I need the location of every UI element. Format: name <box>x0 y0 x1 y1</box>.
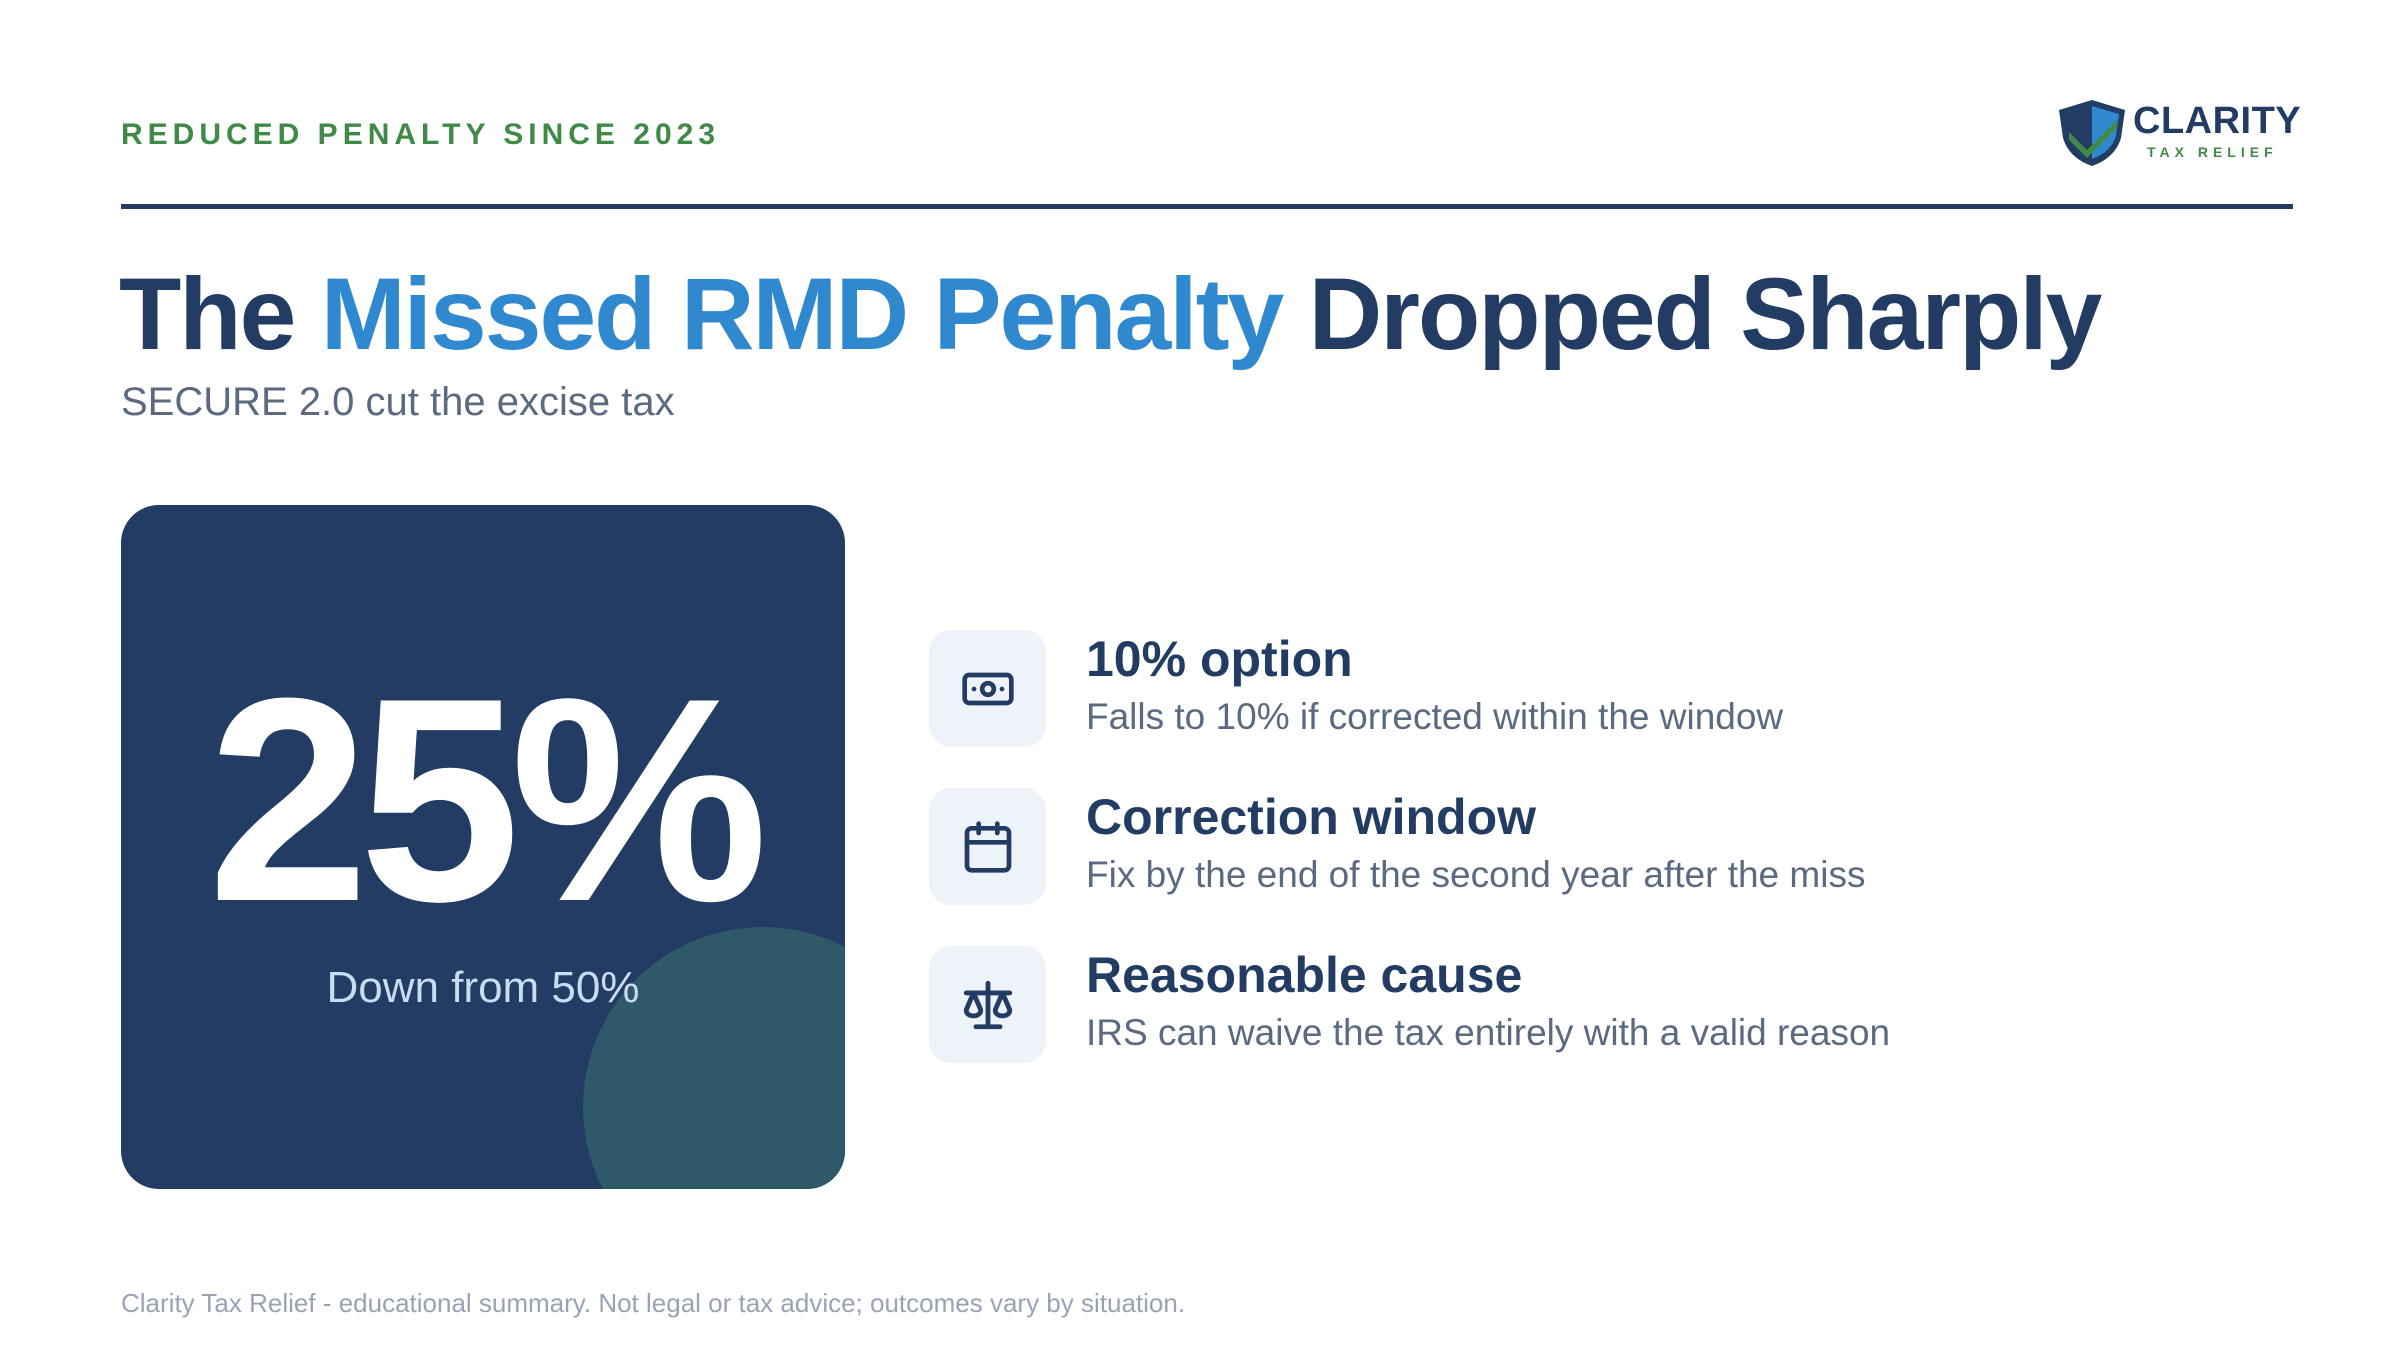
logo-wordmark: CLARITY <box>2133 100 2302 142</box>
feature-title: Reasonable cause <box>1086 947 1523 1003</box>
feature-title: Correction window <box>1086 789 1536 845</box>
feature-item-correction-window: Correction window Fix by the end of the … <box>929 788 2229 908</box>
footer-disclaimer: Clarity Tax Relief - educational summary… <box>121 1288 1186 1318</box>
page-title: The Missed RMD Penalty Dropped Sharply <box>119 256 2103 373</box>
scales-icon <box>929 946 1046 1063</box>
feature-title: 10% option <box>1086 631 1353 687</box>
money-icon <box>929 630 1046 747</box>
feature-description: Fix by the end of the second year after … <box>1086 854 1866 895</box>
shield-icon <box>2059 100 2125 166</box>
title-highlight: Missed RMD Penalty <box>320 257 1285 371</box>
title-part-1: The <box>119 257 321 371</box>
title-part-2: Dropped Sharply <box>1282 257 2103 371</box>
stat-card: 25% Down from 50% <box>121 505 845 1189</box>
logo-tagline: TAX RELIEF <box>2147 144 2278 160</box>
calendar-icon <box>929 788 1046 905</box>
stat-caption: Down from 50% <box>326 963 640 1012</box>
feature-description: IRS can waive the tax entirely with a va… <box>1086 1012 1891 1053</box>
header-divider <box>121 204 2293 209</box>
eyebrow-label: REDUCED PENALTY SINCE 2023 <box>121 118 721 151</box>
feature-item-10-percent-option: 10% option Falls to 10% if corrected wit… <box>929 630 2229 750</box>
feature-description: Falls to 10% if corrected within the win… <box>1086 696 1784 737</box>
brand-logo: CLARITY TAX RELIEF <box>2055 96 2301 172</box>
feature-item-reasonable-cause: Reasonable cause IRS can waive the tax e… <box>929 946 2229 1066</box>
stat-value: 25% <box>207 638 768 962</box>
page-subtitle: SECURE 2.0 cut the excise tax <box>121 380 675 424</box>
